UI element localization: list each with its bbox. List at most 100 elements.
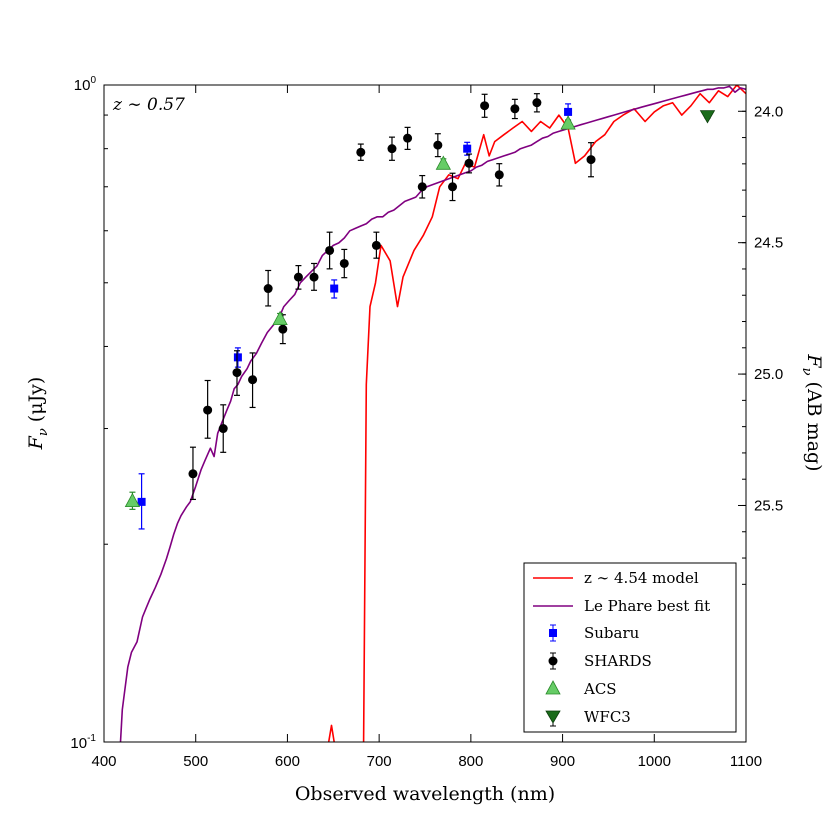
shards-marker-7 <box>293 272 303 282</box>
markers-layer <box>124 93 716 530</box>
acs-marker-2 <box>435 155 452 170</box>
x-tick-label-5: 900 <box>550 753 575 770</box>
shards-point-4 <box>248 352 258 409</box>
shards-marker-16 <box>433 140 443 150</box>
acs-marker-3 <box>560 115 576 130</box>
shards-marker-20 <box>494 170 504 180</box>
shards-point-17 <box>448 172 458 202</box>
shards-marker-15 <box>417 182 427 192</box>
shards-point-11 <box>356 143 366 161</box>
acs-point-1 <box>272 310 288 326</box>
shards-marker-23 <box>586 155 596 165</box>
shards-marker-5 <box>263 284 273 294</box>
shards-point-12 <box>371 231 381 259</box>
shards-marker-19 <box>480 101 490 111</box>
lephare-line-segment-0 <box>119 85 746 742</box>
shards-point-23 <box>586 142 596 178</box>
legend-marker-shards <box>548 652 558 670</box>
shards-point-18 <box>464 153 474 174</box>
shards-point-8 <box>309 262 319 291</box>
shards-point-16 <box>433 133 443 158</box>
legend-label-subaru: Subaru <box>584 624 640 642</box>
shards-point-15 <box>417 174 427 199</box>
legend-marker-acs <box>545 680 561 695</box>
x-tick-label-3: 700 <box>367 753 392 770</box>
wfc3-point-0 <box>699 110 716 124</box>
shards-marker-9 <box>325 245 335 255</box>
redshift-annotation: z ∼ 0.57 <box>112 95 185 115</box>
acs-point-3 <box>560 115 576 130</box>
shards-point-5 <box>263 269 273 307</box>
wfc3-marker-0 <box>699 110 716 124</box>
shards-point-13 <box>387 136 397 161</box>
y-axis-label-left: Fν (μJy) <box>25 377 51 451</box>
svg-text:Fν (AB mag): Fν (AB mag) <box>799 353 825 471</box>
right-tick-label-0: 24.0 <box>754 103 783 120</box>
legend-frame <box>523 562 737 733</box>
shards-marker-17 <box>448 182 458 192</box>
acs-marker-1 <box>272 310 288 326</box>
shards-marker-1 <box>203 405 213 415</box>
subaru-point-0 <box>137 473 146 530</box>
legend-marker-subaru <box>549 624 557 642</box>
legend-label-wfc3: WFC3 <box>584 708 631 726</box>
right-tick-label-3: 25.5 <box>754 497 783 514</box>
shards-marker-18 <box>464 158 474 168</box>
acs-point-2 <box>435 155 452 170</box>
x-tick-label-2: 600 <box>275 753 300 770</box>
shards-marker-6 <box>278 324 288 334</box>
subaru-marker-4 <box>564 107 573 116</box>
plot-frame <box>103 84 747 743</box>
shards-point-7 <box>293 265 303 290</box>
legend: z ∼ 4.54 model Le Phare best fit Subaru … <box>523 562 737 733</box>
shards-marker-4 <box>248 375 258 385</box>
shards-point-2 <box>218 404 228 453</box>
model-line-segment-0 <box>327 724 335 742</box>
shards-marker-10 <box>339 258 349 268</box>
shards-marker-13 <box>387 144 397 154</box>
model-line-segment-1 <box>362 85 746 742</box>
shards-point-1 <box>203 379 213 439</box>
x-tick-label-4: 800 <box>458 753 483 770</box>
x-tick-label-0: 400 <box>91 753 116 770</box>
x-axis-label: Observed wavelength (nm) <box>295 783 555 805</box>
y-tick-label-bottom: 10-1 <box>70 733 96 752</box>
shards-marker-0 <box>188 469 198 479</box>
legend-label-acs: ACS <box>583 680 617 698</box>
shards-point-20 <box>494 163 504 187</box>
shards-point-21 <box>510 98 520 120</box>
shards-marker-3 <box>232 368 242 378</box>
y-axis-label-right: Fν (AB mag) <box>799 353 825 471</box>
shards-marker-14 <box>403 133 413 143</box>
subaru-marker-1 <box>233 353 242 362</box>
acs-marker-0 <box>124 492 141 508</box>
y-tick-label-top: 100 <box>74 75 97 94</box>
right-tick-label-1: 24.5 <box>754 235 783 252</box>
shards-marker-11 <box>356 147 366 157</box>
shards-point-14 <box>403 126 413 150</box>
legend-label-model: z ∼ 4.54 model <box>584 569 699 587</box>
shards-marker-8 <box>309 272 319 282</box>
shards-marker-21 <box>510 104 520 114</box>
subaru-point-2 <box>330 279 339 299</box>
shards-marker-22 <box>532 98 542 108</box>
shards-point-0 <box>188 446 198 501</box>
series-layer <box>119 85 746 742</box>
shards-point-10 <box>339 248 349 279</box>
acs-point-0 <box>124 491 141 510</box>
ticks-layer: 400 500 600 700 800 900 1000 1100 24.0 24.5 25.0 25… <box>91 84 783 770</box>
legend-label-lephare: Le Phare best fit <box>584 597 710 615</box>
shards-marker-2 <box>218 424 228 434</box>
x-tick-label-6: 1000 <box>638 753 671 770</box>
shards-marker-12 <box>371 240 381 250</box>
x-tick-label-7: 1100 <box>730 753 762 770</box>
legend-label-shards: SHARDS <box>584 652 652 670</box>
subaru-marker-2 <box>330 284 339 293</box>
shards-point-9 <box>325 231 335 270</box>
shards-point-3 <box>232 350 242 396</box>
right-tick-label-2: 25.0 <box>754 366 783 383</box>
legend-marker-wfc3 <box>545 710 561 727</box>
subaru-marker-3 <box>463 144 472 153</box>
x-tick-label-1: 500 <box>183 753 208 770</box>
